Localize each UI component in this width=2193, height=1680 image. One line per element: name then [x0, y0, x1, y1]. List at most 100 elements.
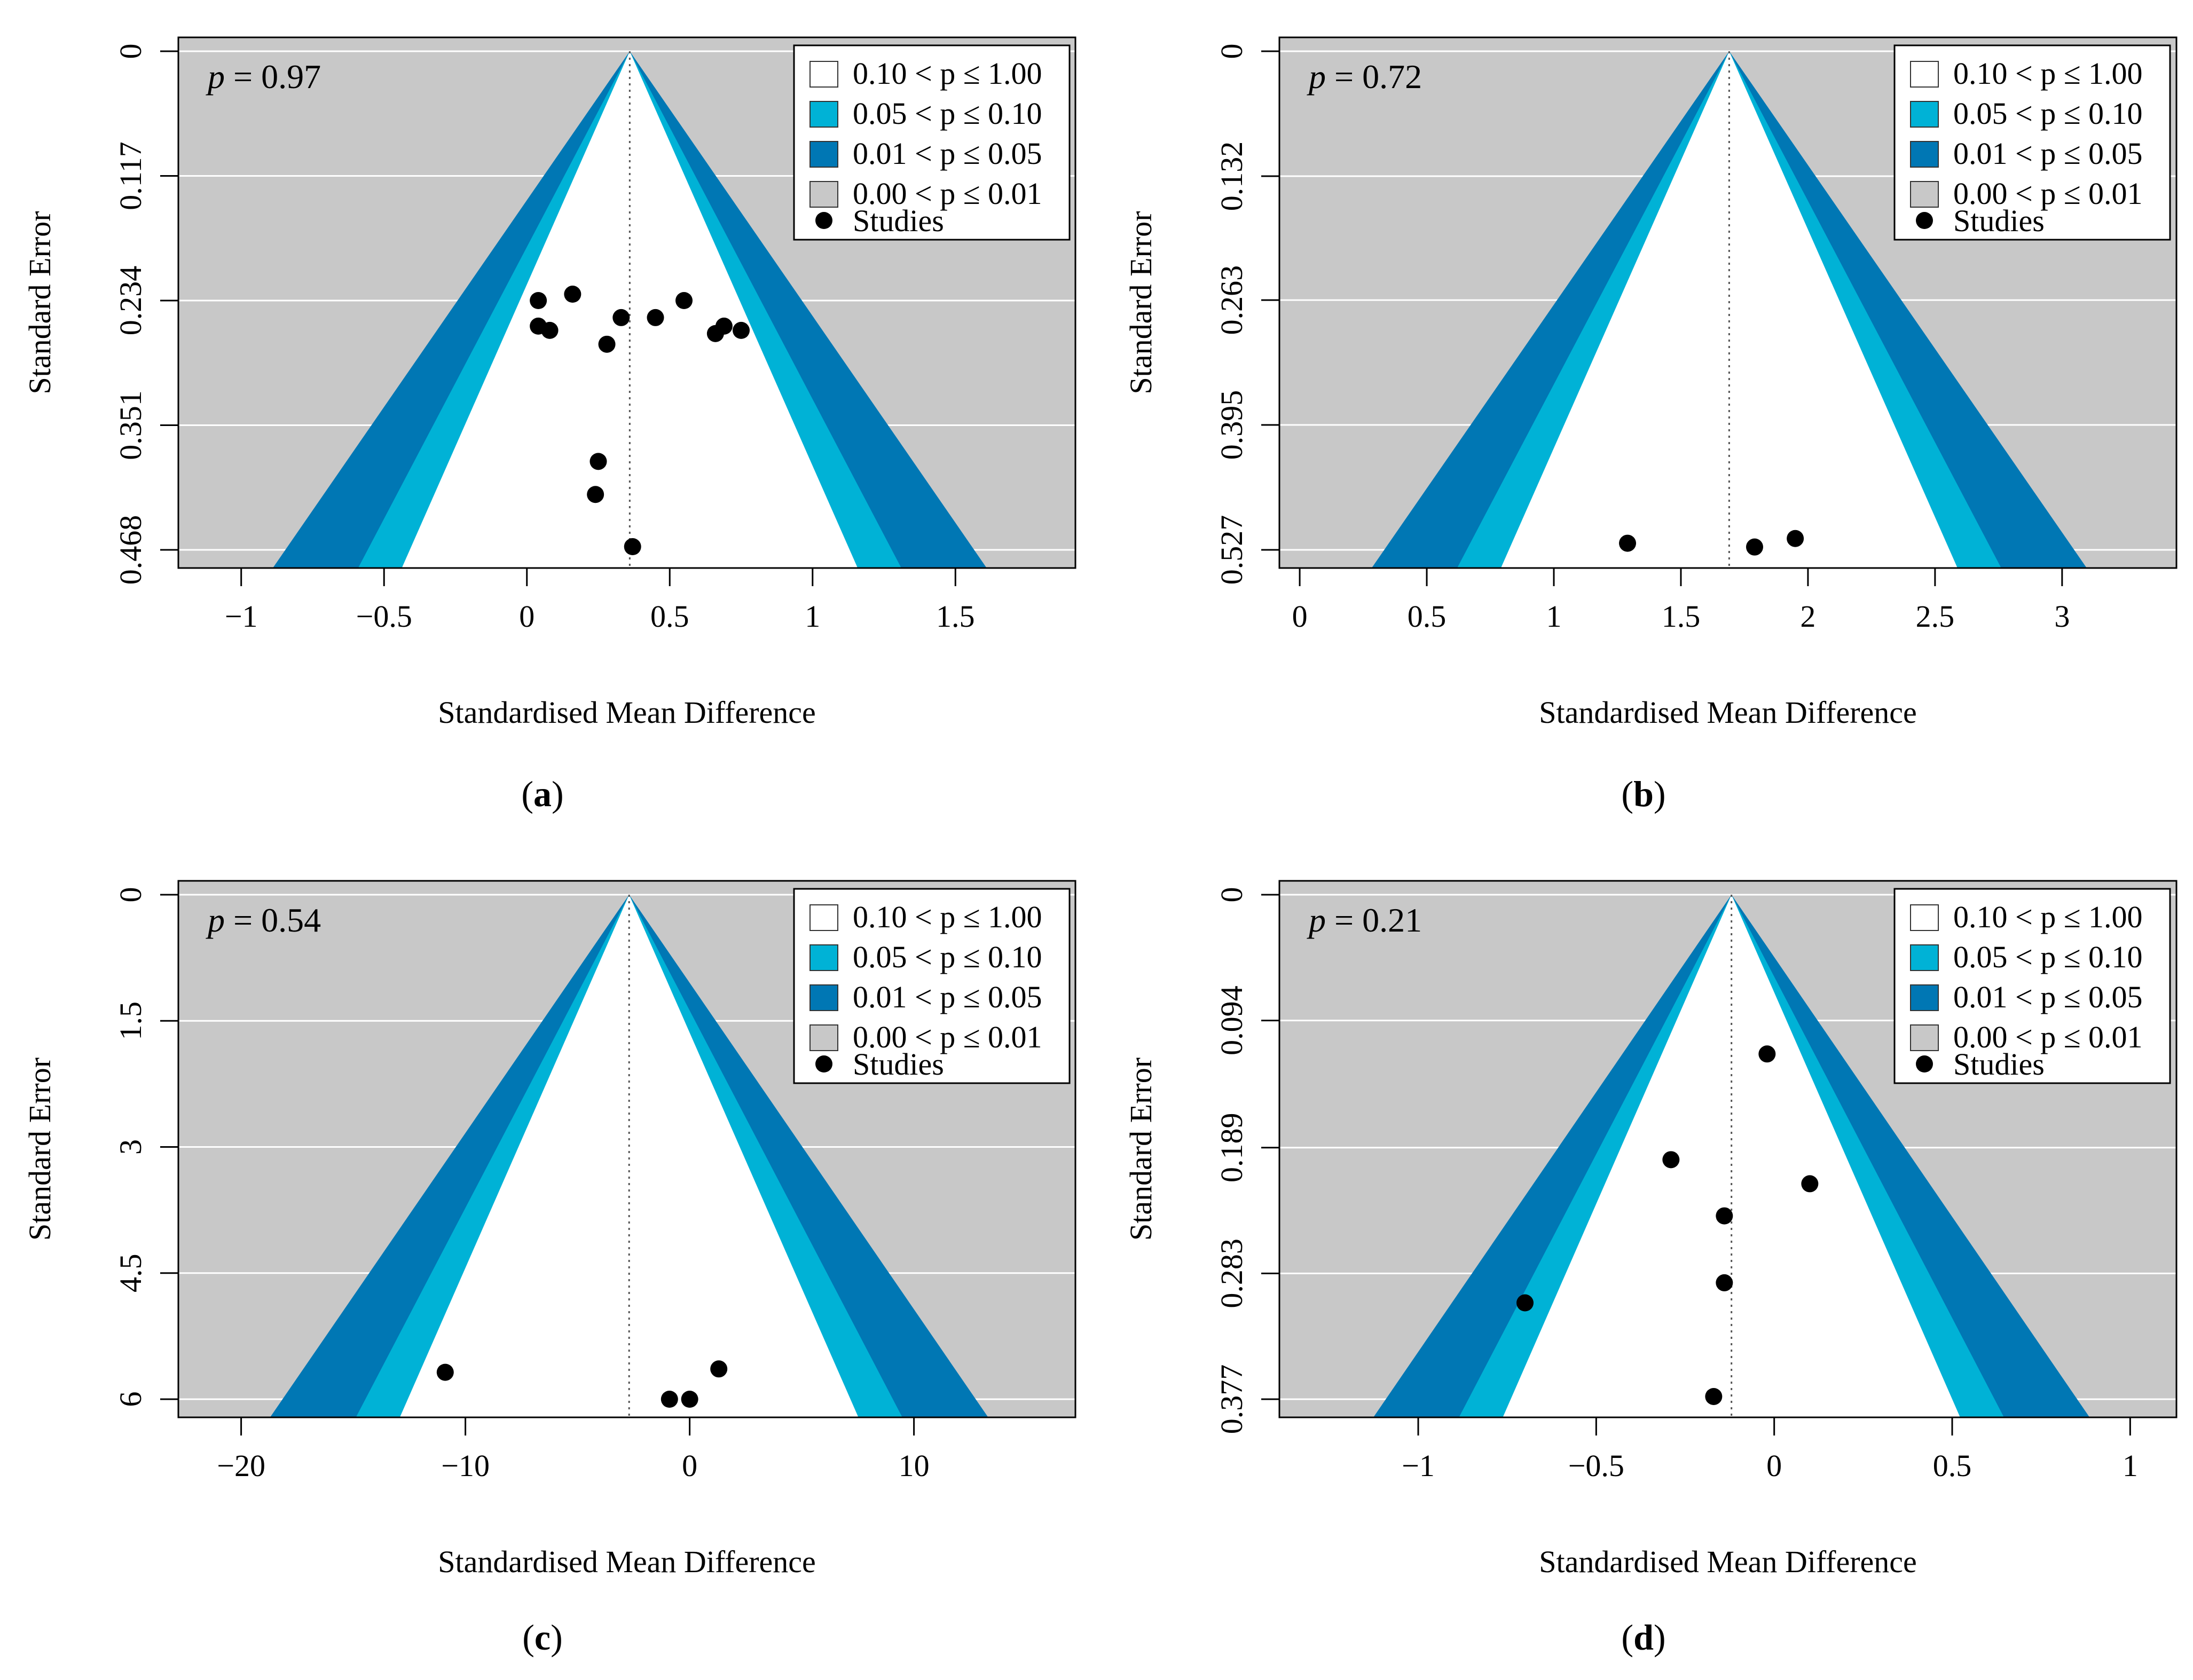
x-tick-label-0: −1 [225, 599, 258, 634]
x-tick-label-5: 2.5 [1916, 599, 1955, 634]
y-tick-label-2: 3 [113, 1139, 148, 1155]
y-tick-label-2: 0.189 [1214, 1113, 1249, 1183]
panel-letter: a [533, 774, 552, 814]
legend-label-1: 0.05 < p ≤ 0.10 [1953, 940, 2143, 974]
legend-swatch-3 [1910, 1024, 1939, 1051]
legend-swatch-2 [809, 141, 838, 168]
p-value-symbol: p [1307, 901, 1326, 939]
x-axis-label: Standardised Mean Difference [1539, 1544, 1917, 1579]
legend-swatch-2 [809, 984, 838, 1011]
p-value-symbol: p [206, 58, 225, 96]
legend-studies-label: Studies [853, 1047, 944, 1082]
study-point-7 [647, 309, 664, 326]
study-point-2 [1746, 538, 1763, 556]
y-tick-label-1: 0.132 [1214, 141, 1249, 211]
funnel-panel-d: −1 −0.5 0 0.5 1 Standardised Mean Difference 0… [1123, 880, 2178, 1658]
study-point-11 [733, 321, 750, 339]
x-tick-label-4: 2 [1800, 599, 1815, 634]
legend-swatch-1 [809, 944, 838, 971]
x-tick-label-4: 1 [805, 599, 820, 634]
y-tick-label-1: 0.094 [1214, 985, 1249, 1055]
p-value-annotation: p = 0.21 [1307, 901, 1422, 939]
legend-box [1893, 44, 2171, 241]
x-tick-label-3: 1.5 [1662, 599, 1701, 634]
study-point-2 [564, 286, 581, 303]
y-tick-label-3: 0.283 [1214, 1239, 1249, 1308]
study-point-8 [675, 292, 693, 309]
study-point-4 [1716, 1207, 1733, 1225]
y-axis-label: Standard Error [1123, 1058, 1158, 1241]
x-tick-label-3: 10 [899, 1448, 930, 1483]
legend-label-2: 0.01 < p ≤ 0.05 [1953, 136, 2143, 171]
legend-box [793, 44, 1071, 241]
legend-label-0: 0.10 < p ≤ 1.00 [1953, 56, 2143, 91]
x-tick-label-1: −0.5 [1568, 1448, 1624, 1483]
study-point-1 [1619, 534, 1637, 552]
legend-swatch-3 [809, 181, 838, 208]
panel-letter: b [1633, 774, 1654, 814]
study-point-2 [1662, 1151, 1680, 1169]
funnel-panel-a: −1 −0.5 0 0.5 1 1.5 Standardised Mean Differen… [22, 36, 1076, 814]
y-axis-label: Standard Error [1123, 211, 1158, 394]
legend-swatch-1 [1910, 101, 1939, 128]
legend-label-1: 0.05 < p ≤ 0.10 [853, 940, 1042, 974]
study-point-14 [624, 538, 641, 556]
y-tick-label-3: 0.351 [113, 390, 148, 460]
legend-swatch-0 [809, 61, 838, 88]
study-point-4 [541, 321, 559, 339]
x-tick-label-1: −0.5 [356, 599, 412, 634]
p-value-symbol: p [206, 901, 225, 939]
x-axis-label: Standardised Mean Difference [1539, 695, 1917, 730]
legend-label-0: 0.10 < p ≤ 1.00 [1953, 900, 2143, 934]
p-value-text: = 0.21 [1326, 901, 1422, 939]
panel-letter: c [535, 1617, 551, 1658]
x-tick-label-6: 3 [2054, 599, 2070, 634]
panel-letter: d [1633, 1617, 1654, 1658]
y-tick-label-0: 0 [1214, 887, 1249, 903]
legend-swatch-0 [1910, 61, 1939, 88]
y-tick-label-3: 0.395 [1214, 390, 1249, 460]
legend-studies-marker [815, 1055, 832, 1072]
legend: 0.10 < p ≤ 1.00 0.05 < p ≤ 0.10 0.01 < p ≤… [1893, 888, 2171, 1084]
study-point-7 [1705, 1387, 1723, 1405]
y-tick-label-1: 1.5 [113, 1001, 148, 1040]
legend-swatch-3 [1910, 181, 1939, 208]
legend-label-2: 0.01 < p ≤ 0.05 [1953, 980, 2143, 1014]
study-point-1 [1758, 1045, 1776, 1063]
x-axis-label: Standardised Mean Difference [438, 695, 816, 730]
p-value-symbol: p [1307, 58, 1326, 96]
contour-p-0.10 [399, 895, 859, 1417]
study-point-3 [1787, 530, 1804, 547]
p-value-text: = 0.97 [225, 58, 321, 96]
study-point-13 [587, 486, 604, 503]
legend-swatch-1 [809, 101, 838, 128]
y-tick-label-0: 0 [1214, 44, 1249, 59]
y-tick-label-4: 0.377 [1214, 1364, 1249, 1434]
x-tick-label-2: 1 [1546, 599, 1561, 634]
legend: 0.10 < p ≤ 1.00 0.05 < p ≤ 0.10 0.01 < p ≤… [1893, 44, 2171, 241]
plot-frame [1278, 880, 2178, 1418]
y-tick-label-4: 0.527 [1214, 515, 1249, 585]
y-tick-label-4: 0.468 [113, 515, 148, 585]
legend-label-0: 0.10 < p ≤ 1.00 [853, 56, 1042, 91]
legend-box [1893, 888, 2171, 1084]
y-tick-label-3: 4.5 [113, 1254, 148, 1293]
x-axis-label: Standardised Mean Difference [438, 1544, 816, 1579]
x-tick-label-0: 0 [1292, 599, 1308, 634]
x-tick-label-2: 0 [519, 599, 535, 634]
p-value-annotation: p = 0.97 [206, 58, 321, 96]
legend-box [793, 888, 1071, 1084]
legend-swatch-0 [809, 904, 838, 931]
x-tick-label-0: −20 [217, 1448, 265, 1483]
p-value-text: = 0.54 [225, 901, 321, 939]
contour-p-0.10 [1503, 895, 1960, 1417]
x-tick-label-3: 0.5 [650, 599, 689, 634]
x-tick-label-3: 0.5 [1933, 1448, 1972, 1483]
legend-swatch-2 [1910, 984, 1939, 1011]
study-point-6 [612, 309, 630, 326]
y-axis-label: Standard Error [22, 1058, 57, 1241]
p-value-annotation: p = 0.72 [1307, 58, 1422, 96]
x-tick-label-2: 0 [1766, 1448, 1782, 1483]
study-point-1 [530, 292, 547, 309]
